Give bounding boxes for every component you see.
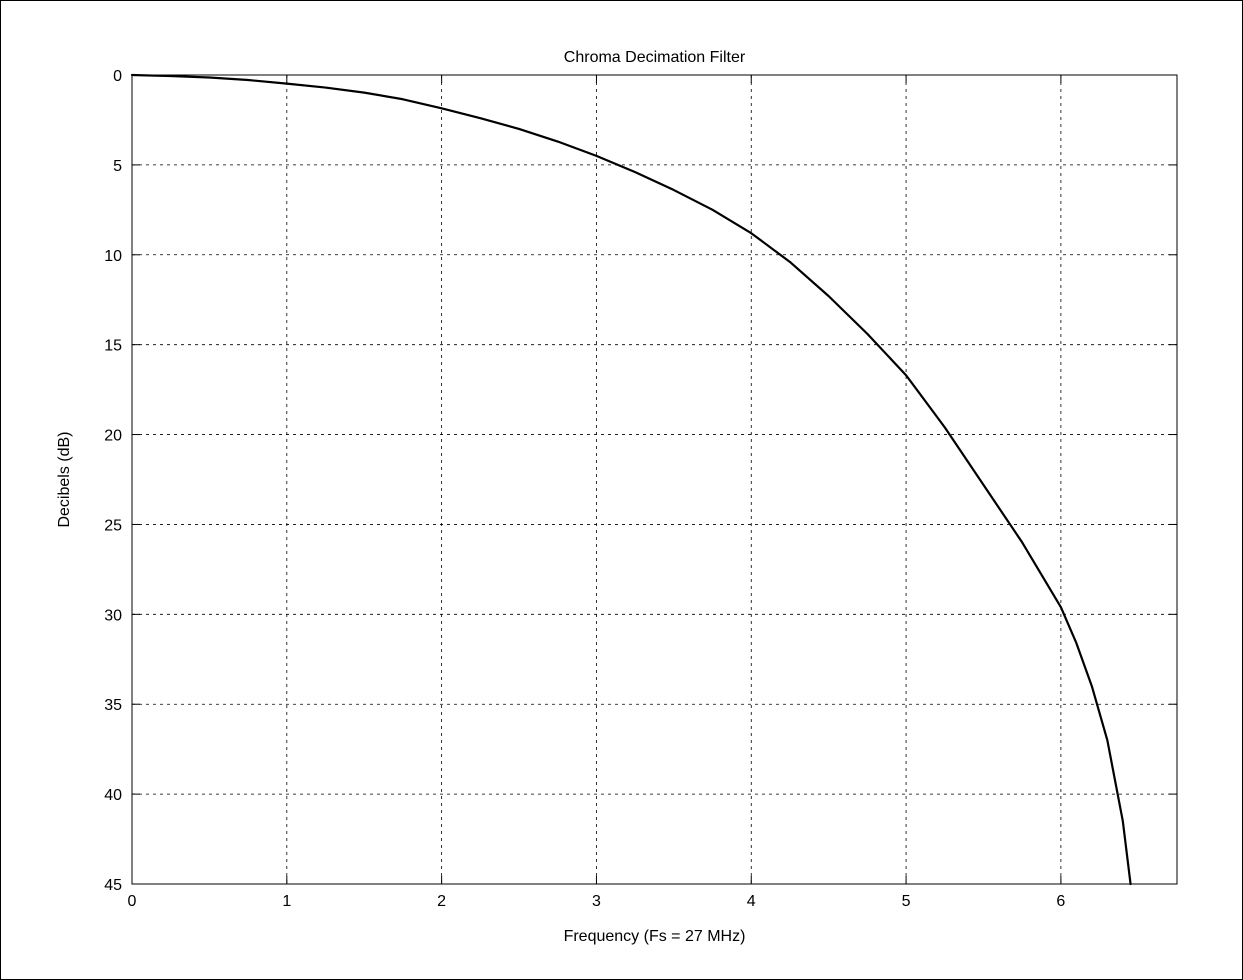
- x-tick-label: 4: [747, 893, 756, 910]
- x-tick-label: 3: [592, 893, 601, 910]
- axis-ticks: [131, 74, 1177, 885]
- response-curve: [130, 73, 1132, 886]
- y-tick-label: 5: [113, 158, 122, 175]
- y-axis-title: Decibels (dB): [56, 431, 73, 527]
- y-tick-label: 10: [104, 248, 122, 265]
- plot-area: [131, 74, 1178, 885]
- y-tick-label: 30: [104, 607, 122, 624]
- y-tick-label: 40: [104, 787, 122, 804]
- x-tick-label: 0: [128, 893, 137, 910]
- x-tick-labels: 0 1 2 3 4 5 6: [128, 893, 1066, 910]
- y-tick-label: 0: [113, 68, 122, 85]
- y-tick-labels: 0 5 10 15 20 25 30 35 40 45: [104, 68, 122, 894]
- y-tick-label: 15: [104, 338, 122, 355]
- x-tick-label: 2: [437, 893, 446, 910]
- x-tick-label: 6: [1056, 893, 1065, 910]
- x-tick-label: 5: [902, 893, 911, 910]
- y-tick-label: 25: [104, 517, 122, 534]
- y-tick-label: 35: [104, 697, 122, 714]
- y-tick-label: 45: [104, 877, 122, 894]
- x-tick-label: 1: [282, 893, 291, 910]
- x-axis-title: Frequency (Fs = 27 MHz): [564, 928, 746, 945]
- grid-lines: [132, 75, 1177, 884]
- chart-title: Chroma Decimation Filter: [564, 49, 746, 66]
- y-tick-label: 20: [104, 428, 122, 445]
